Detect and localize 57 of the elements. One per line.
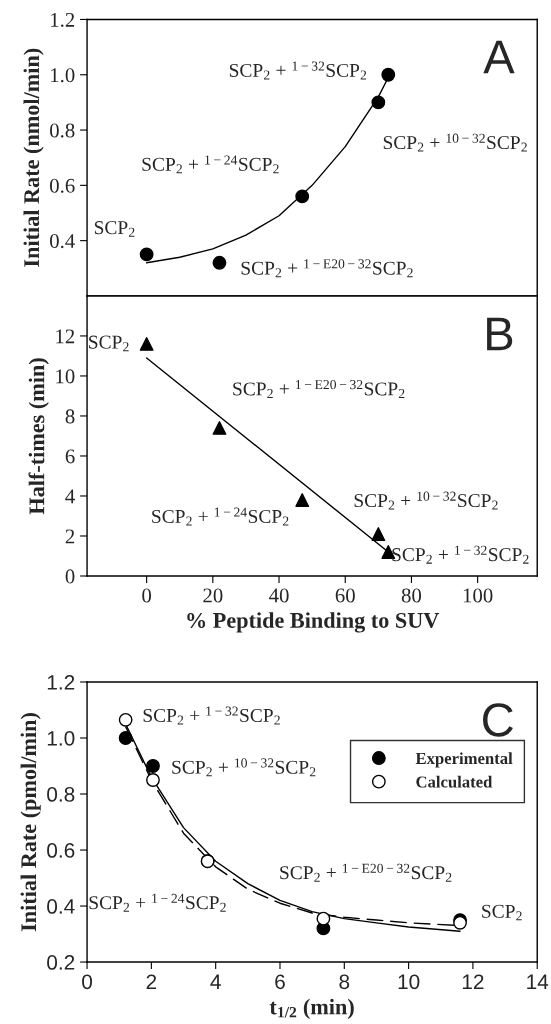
- y-tick-label: 0.6: [50, 178, 75, 193]
- annotation: SCP$_{2}$ + $^{10−32}$SCP$_{2}$: [354, 491, 498, 510]
- annotation: SCP$_{2}$: [89, 335, 129, 352]
- y-tick-label: 0.4: [50, 234, 75, 249]
- x-tick-label: 2: [146, 974, 157, 989]
- x-tick-label: 0: [82, 974, 93, 990]
- annotation: C: [483, 703, 513, 737]
- annotation: SCP$_{2}$ + $^{1−24}$SCP$_{2}$: [89, 893, 226, 912]
- annotation: SCP$_{2}$ + $^{1−32}$SCP$_{2}$: [143, 706, 280, 725]
- x-tick-label: 60: [335, 588, 355, 603]
- annotation: SCP$_{2}$ + $^{10−32}$SCP$_{2}$: [172, 758, 316, 777]
- y-tick-label: 0.2: [47, 955, 75, 970]
- x-axis-title: t$_{1/2}$ (min): [269, 998, 354, 1019]
- annotation: SCP$_{2}$: [482, 904, 522, 921]
- x-axis-title: % Peptide Binding to SUV: [187, 612, 440, 633]
- annotation: B: [487, 317, 513, 351]
- x-tick-label: 100: [463, 588, 493, 603]
- annotation: SCP$_{2}$ + $^{1−E20−32}$SCP$_{2}$: [280, 863, 452, 882]
- y-tick-label: 0.6: [47, 843, 75, 858]
- x-tick-label: 4: [210, 974, 221, 989]
- annotation: SCP$_{2}$ + $^{1−32}$SCP$_{2}$: [229, 61, 367, 80]
- y-tick-label: 0.8: [50, 123, 75, 138]
- y-tick-label: 2: [65, 529, 75, 544]
- x-tick-label: 14: [527, 974, 549, 989]
- x-tick-label: 0: [142, 588, 152, 603]
- annotation: SCP$_{2}$: [94, 221, 135, 237]
- y-tick-label: 0: [65, 569, 75, 584]
- annotation: SCP$_{2}$ + $^{1−E20−32}$SCP$_{2}$: [241, 259, 413, 278]
- x-tick-label: 6: [275, 974, 285, 990]
- x-tick-label: 80: [401, 588, 422, 603]
- y-tick-label: 12: [56, 329, 75, 344]
- y-tick-label: 6: [65, 449, 75, 464]
- y-tick-label: 1.0: [47, 731, 75, 746]
- annotation: SCP$_{2}$ + $^{1−24}$SCP$_{2}$: [142, 155, 279, 174]
- y-axis-title: Half-times (min): [28, 358, 49, 515]
- x-tick-label: 40: [269, 588, 289, 603]
- annotation: SCP$_{2}$ + $^{1−24}$SCP$_{2}$: [152, 507, 289, 526]
- x-tick-label: 20: [203, 588, 223, 603]
- annotation: SCP$_{2}$ + $^{1−E20−32}$SCP$_{2}$: [233, 380, 405, 398]
- y-tick-label: 0.8: [47, 787, 75, 802]
- legend-label: Calculated: [416, 775, 493, 788]
- y-tick-label: 1.0: [51, 68, 75, 83]
- y-tick-label: 10: [56, 369, 75, 384]
- x-tick-label: 12: [462, 974, 484, 989]
- annotation: SCP$_{2}$ + $^{10−32}$SCP$_{2}$: [383, 133, 527, 152]
- x-tick-label: 8: [339, 974, 350, 990]
- annotation: A: [483, 40, 515, 74]
- y-tick-label: 0.4: [47, 899, 75, 914]
- annotation: SCP$_{2}$ + $^{1−32}$SCP$_{2}$: [392, 545, 529, 564]
- legend-label: Experimental: [415, 752, 513, 768]
- y-axis-title: Initial Rate (pmol/min): [20, 713, 41, 932]
- y-tick-label: 1.2: [47, 674, 75, 690]
- y-tick-label: 8: [65, 409, 75, 424]
- x-tick-label: 10: [398, 974, 420, 990]
- y-tick-label: 4: [65, 489, 75, 504]
- y-tick-label: 1.2: [51, 12, 75, 27]
- y-axis-title: Initial Rate (nmol/min): [23, 48, 44, 267]
